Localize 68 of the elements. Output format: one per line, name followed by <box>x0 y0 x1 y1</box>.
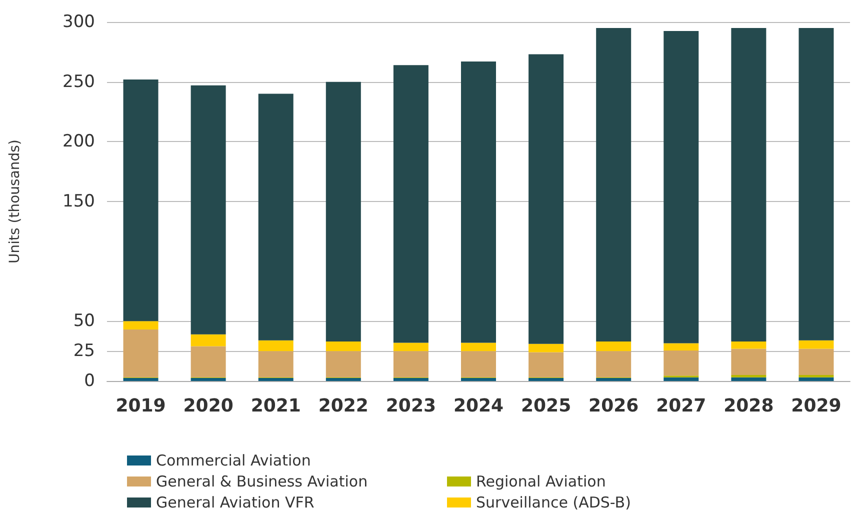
x-tick-label: 2025 <box>520 396 572 416</box>
bar <box>798 377 834 381</box>
y-tick-label: 25 <box>73 341 95 362</box>
bar <box>461 342 496 352</box>
bar <box>258 378 294 381</box>
bar <box>461 351 496 378</box>
bar <box>326 82 361 342</box>
y-tick-label: 300 <box>62 12 95 32</box>
bar <box>123 330 158 378</box>
bar <box>461 378 496 381</box>
x-tick-label: 2024 <box>453 396 504 416</box>
bar <box>596 351 632 378</box>
bar <box>664 30 699 344</box>
bar <box>731 348 766 376</box>
x-tick-label: 2021 <box>250 396 301 416</box>
bar <box>798 28 834 340</box>
bar <box>393 342 428 352</box>
legend-label: Commercial Aviation <box>156 452 311 470</box>
bar <box>664 350 699 376</box>
y-tick-label: 0 <box>84 371 95 391</box>
bar <box>123 378 158 381</box>
bar <box>190 85 226 334</box>
bar <box>664 343 699 350</box>
legend-label: General Aviation VFR <box>156 494 314 512</box>
bar <box>393 65 428 343</box>
bar <box>393 351 428 378</box>
bar <box>461 61 496 343</box>
x-tick-label: 2026 <box>588 396 639 416</box>
bar <box>528 378 564 381</box>
bar <box>123 79 158 322</box>
bar <box>664 377 699 381</box>
y-axis-title: Units (thousands) <box>7 140 23 264</box>
bar <box>326 342 361 352</box>
bar <box>326 378 361 381</box>
y-tick-label: 150 <box>62 192 95 212</box>
bar <box>190 378 226 381</box>
bar <box>798 348 834 376</box>
x-tick-label: 2020 <box>183 396 234 416</box>
bar <box>731 342 766 349</box>
bar <box>258 351 294 378</box>
y-tick-label: 200 <box>62 132 95 152</box>
bar <box>528 352 564 378</box>
y-tick-label: 250 <box>62 72 95 92</box>
bar <box>731 377 766 381</box>
bar <box>731 28 766 342</box>
bar <box>393 378 428 381</box>
bar <box>596 28 632 342</box>
bar <box>798 340 834 349</box>
bar <box>123 321 158 330</box>
x-tick-label: 2022 <box>318 396 368 416</box>
bar <box>190 346 226 378</box>
bar <box>258 340 294 352</box>
bar <box>528 54 564 344</box>
bar <box>258 94 294 340</box>
legend-label: General & Business Aviation <box>156 472 368 490</box>
bar <box>190 334 226 346</box>
legend-label: Surveillance (ADS-B) <box>476 494 631 512</box>
x-tick-label: 2029 <box>791 396 842 416</box>
bar <box>326 351 361 378</box>
y-tick-label: 50 <box>73 311 95 332</box>
x-tick-label: 2027 <box>656 396 706 416</box>
bar <box>596 342 632 352</box>
x-tick-label: 2023 <box>386 396 436 416</box>
x-tick-label: 2028 <box>724 396 774 416</box>
bar <box>596 378 632 381</box>
x-tick-label: 2019 <box>116 396 166 416</box>
bar <box>528 344 564 352</box>
legend-label: Regional Aviation <box>476 472 606 490</box>
